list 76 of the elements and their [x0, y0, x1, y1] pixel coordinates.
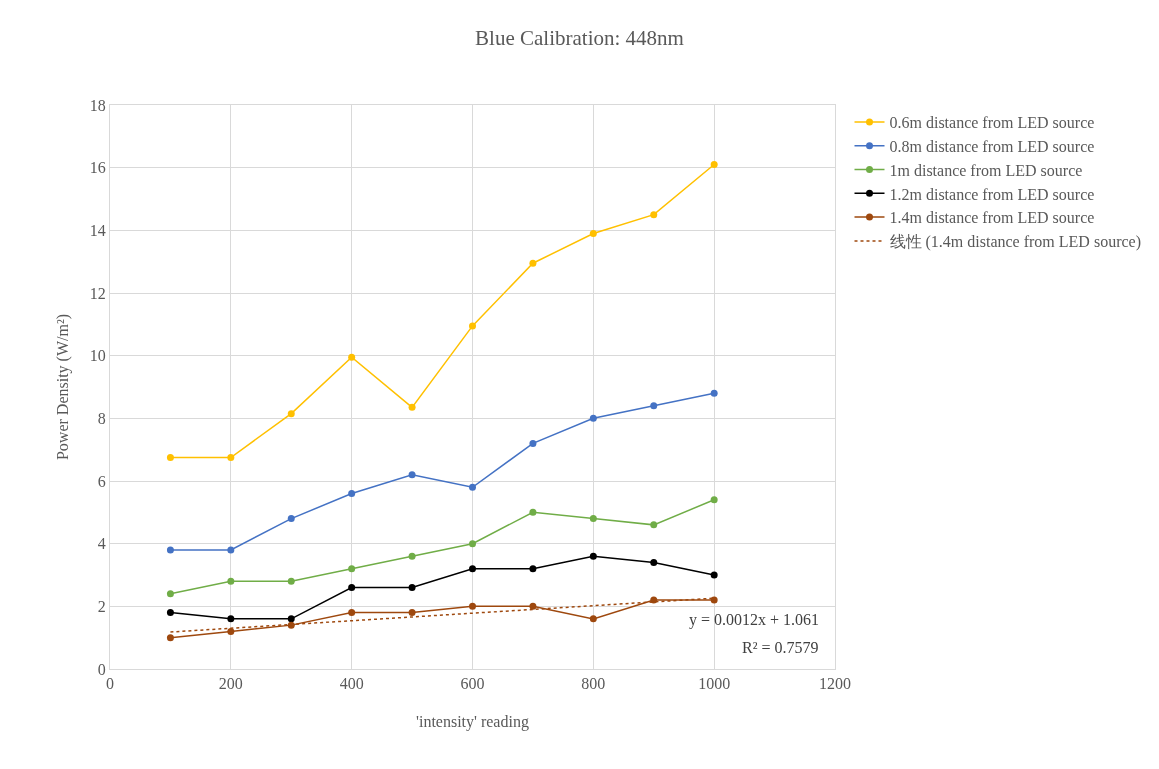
point: [710, 389, 718, 397]
point: [589, 615, 597, 623]
x-tick-label: 1200: [819, 675, 851, 693]
legend-label: 0.8m distance from LED source: [889, 137, 1095, 155]
point: [227, 454, 235, 461]
legend-label: 0.6m distance from LED source: [889, 114, 1095, 132]
point: [529, 259, 537, 267]
y-tick-label: 2: [97, 597, 106, 615]
point: [408, 552, 416, 560]
point: [348, 584, 356, 592]
point: [710, 571, 718, 579]
point: [589, 229, 597, 237]
legend-label: 线性 (1.4m distance from LED source): [889, 233, 1141, 252]
point: [348, 565, 356, 573]
point: [469, 565, 476, 573]
y-axis-title: Power Density (W/m²): [54, 313, 72, 461]
point: [650, 211, 658, 219]
point: [348, 490, 356, 498]
chart-title: Blue Calibration: 448nm: [475, 26, 684, 51]
point: [408, 584, 416, 592]
y-tick-label: 4: [97, 535, 106, 553]
point: [348, 609, 356, 617]
point: [710, 496, 718, 504]
legend-label: 1m distance from LED source: [889, 161, 1083, 179]
point: [166, 546, 174, 554]
point: [227, 546, 235, 554]
point: [650, 558, 658, 566]
x-tick-label: 200: [218, 675, 243, 693]
point: [287, 515, 295, 523]
point: [227, 627, 235, 635]
point: [287, 615, 295, 623]
point: [287, 410, 295, 418]
y-tick-label: 0: [97, 660, 106, 678]
point: [348, 353, 356, 361]
point: [227, 615, 235, 623]
point: [589, 552, 597, 560]
point: [408, 403, 416, 411]
x-tick-label: 400: [339, 675, 364, 693]
point: [529, 508, 537, 516]
point: [166, 609, 174, 617]
y-tick-label: 12: [89, 284, 106, 302]
y-tick-label: 8: [97, 409, 106, 427]
point: [166, 634, 174, 642]
point: [650, 402, 658, 410]
point: [469, 540, 476, 548]
point: [287, 621, 295, 629]
y-tick-label: 6: [97, 472, 106, 490]
point: [287, 577, 295, 585]
point: [650, 521, 658, 529]
y-tick-label: 14: [89, 221, 106, 239]
y-tick-label: 16: [89, 159, 106, 177]
y-tick-label: 10: [89, 347, 106, 365]
point: [529, 602, 537, 610]
point: [408, 471, 416, 479]
y-tick-label: 18: [89, 96, 106, 114]
point: [710, 161, 718, 169]
point: [710, 596, 718, 604]
x-tick-label: 600: [460, 675, 485, 693]
point: [529, 439, 537, 447]
point: [589, 414, 597, 422]
x-tick-label: 1000: [698, 675, 731, 693]
annotation: y = 0.0012x + 1.061: [689, 611, 820, 629]
x-tick-label: 800: [581, 675, 606, 693]
point: [166, 454, 174, 461]
legend-label: 1.4m distance from LED source: [889, 209, 1095, 227]
point: [408, 609, 416, 617]
point: [469, 602, 476, 610]
legend-label: 1.2m distance from LED source: [889, 185, 1095, 203]
point: [589, 515, 597, 523]
annotation: R² = 0.7579: [742, 639, 819, 656]
point: [469, 322, 476, 330]
x-axis-title: 'intensity' reading: [416, 713, 529, 731]
point: [166, 590, 174, 598]
point: [227, 577, 235, 585]
point: [469, 483, 476, 491]
point: [529, 565, 537, 573]
